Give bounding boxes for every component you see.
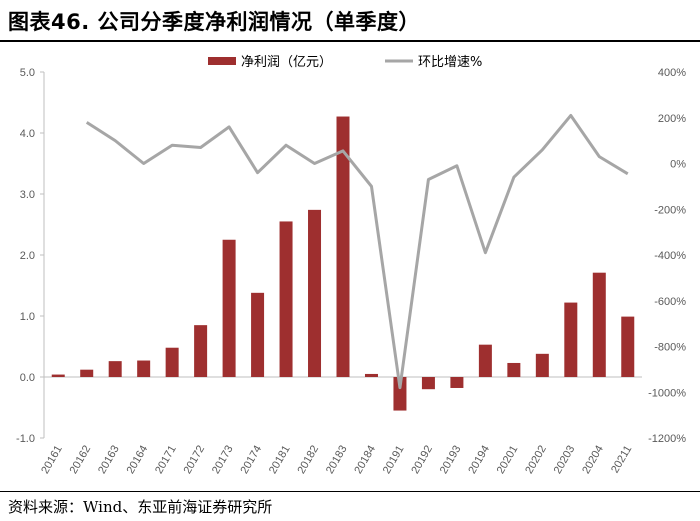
x-tick-label: 20171 [153,444,179,476]
bar [80,369,94,377]
x-tick-label: 20184 [352,444,378,476]
bar [478,344,492,377]
figure-title: 图表46. 公司分季度净利润情况（单季度） [8,10,421,34]
right-tick-label: -1200% [648,433,686,445]
x-tick-label: 20211 [609,444,634,476]
bar [450,377,464,388]
bar [535,353,549,377]
bar [194,325,208,377]
x-tick-label: 20164 [125,444,151,476]
bar [308,209,322,377]
x-tick-label: 20201 [495,444,521,476]
bar [165,347,179,377]
x-tick-label: 20193 [438,444,464,476]
line-series [85,113,629,390]
left-tick-label: 1.0 [20,311,35,323]
bar [393,377,407,411]
bar [279,221,293,377]
source-rule [0,491,700,492]
x-tick-label: 20173 [210,444,236,476]
right-tick-label: 400% [658,67,686,79]
x-tick-label: 20204 [580,444,606,476]
bar [51,374,65,377]
left-tick-label: 5.0 [20,67,35,79]
x-tick-label: 20162 [68,444,94,476]
bar [564,302,578,377]
bar [621,316,635,377]
right-tick-label: -400% [654,250,686,262]
x-tick-label: 20203 [552,444,578,476]
x-tick-label: 20194 [466,444,492,476]
x-tick-label: 20172 [182,444,208,476]
bar [364,373,378,377]
x-tick-label: 20163 [96,444,122,476]
x-tick-label: 20181 [267,444,293,476]
bar [592,272,606,377]
right-tick-label: -1000% [648,387,686,399]
x-tick-label: 20192 [409,444,435,476]
left-tick-label: 2.0 [20,250,35,262]
right-tick-label: 200% [658,113,686,125]
right-tick-label: -800% [654,342,686,354]
x-tick-label: 20174 [238,444,264,476]
x-tick-label: 20161 [39,444,65,476]
x-tick-label: 20191 [381,444,407,476]
legend-line-label: 环比增速% [418,55,482,70]
x-tick-label: 20183 [324,444,350,476]
left-tick-label: 0.0 [20,372,35,384]
right-tick-label: 0% [670,159,686,171]
growth-line [85,113,629,390]
left-tick-label: 3.0 [20,189,35,201]
source-note: 资料来源：Wind、东亚前海证券研究所 [8,498,273,516]
bar [137,360,151,377]
x-tick-label: 20202 [523,444,549,476]
left-tick-label: 4.0 [20,128,35,140]
bar-series [51,116,635,411]
bar [222,239,236,377]
legend-bar-swatch [208,57,236,65]
combo-chart: -1.0 0.0 1.0 2.0 3.0 4.0 5.0 -1200% -1000% -800% -… [16,55,686,476]
bar [421,377,435,390]
bar [251,292,265,377]
title-rule [0,40,700,42]
bar [336,116,350,377]
chart-axes: -1.0 0.0 1.0 2.0 3.0 4.0 5.0 -1200% -1000% -800% -… [16,67,686,445]
x-tick-labels: 20161 20162 20163 20164 20171 20172 20173 20174… [39,444,634,476]
legend-bar-label: 净利润（亿元） [241,55,332,70]
bar [108,361,122,377]
right-tick-label: -200% [654,204,686,216]
left-tick-label: -1.0 [16,433,35,445]
legend: 净利润（亿元） 环比增速% [208,55,482,70]
bar [507,362,521,377]
x-tick-label: 20182 [295,444,321,476]
right-tick-label: -600% [654,296,686,308]
